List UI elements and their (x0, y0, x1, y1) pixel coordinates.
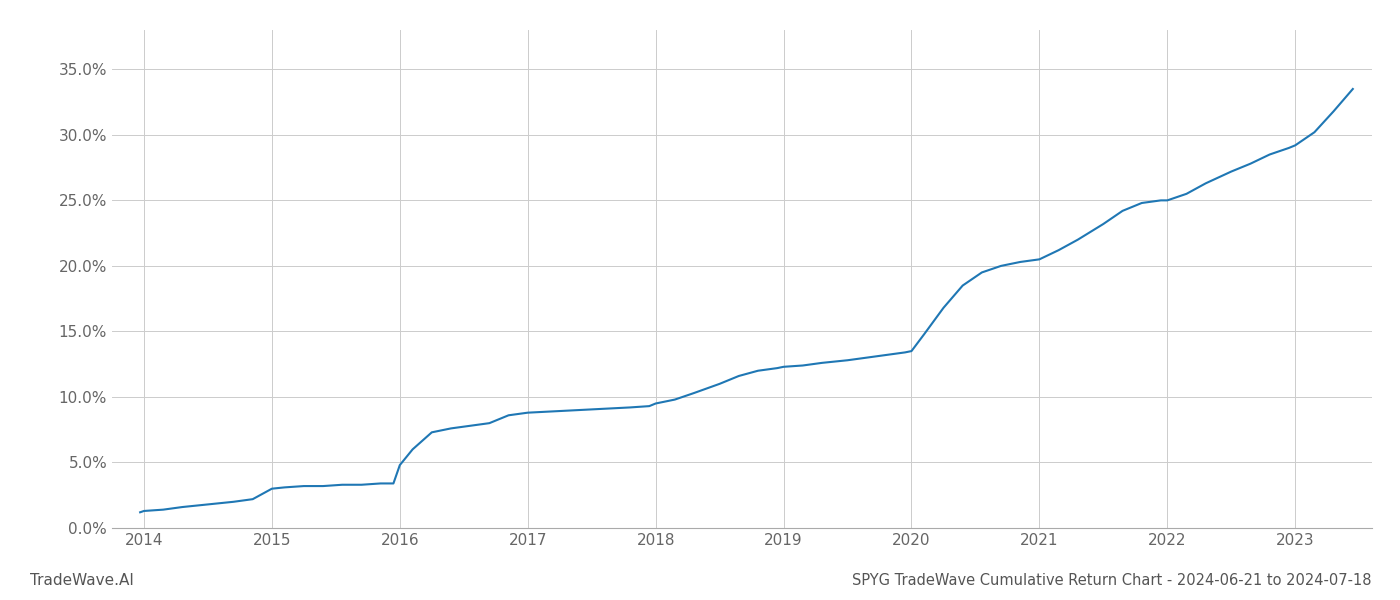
Text: TradeWave.AI: TradeWave.AI (29, 573, 134, 588)
Text: SPYG TradeWave Cumulative Return Chart - 2024-06-21 to 2024-07-18: SPYG TradeWave Cumulative Return Chart -… (853, 573, 1372, 588)
